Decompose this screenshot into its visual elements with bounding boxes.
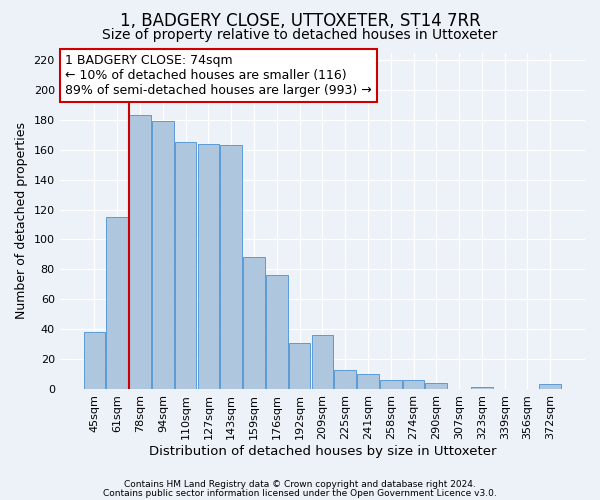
Text: Contains HM Land Registry data © Crown copyright and database right 2024.: Contains HM Land Registry data © Crown c… xyxy=(124,480,476,489)
Bar xyxy=(197,144,219,389)
Bar xyxy=(471,388,493,389)
Bar xyxy=(311,335,333,389)
Bar xyxy=(334,370,356,389)
X-axis label: Distribution of detached houses by size in Uttoxeter: Distribution of detached houses by size … xyxy=(149,444,496,458)
Bar xyxy=(289,342,310,389)
Bar xyxy=(129,116,151,389)
Bar xyxy=(266,276,287,389)
Bar xyxy=(539,384,561,389)
Text: Size of property relative to detached houses in Uttoxeter: Size of property relative to detached ho… xyxy=(103,28,497,42)
Text: Contains public sector information licensed under the Open Government Licence v3: Contains public sector information licen… xyxy=(103,489,497,498)
Bar xyxy=(243,258,265,389)
Bar xyxy=(152,122,173,389)
Text: 1, BADGERY CLOSE, UTTOXETER, ST14 7RR: 1, BADGERY CLOSE, UTTOXETER, ST14 7RR xyxy=(119,12,481,30)
Bar xyxy=(220,145,242,389)
Bar xyxy=(380,380,401,389)
Y-axis label: Number of detached properties: Number of detached properties xyxy=(15,122,28,319)
Bar xyxy=(106,217,128,389)
Bar xyxy=(83,332,105,389)
Text: 1 BADGERY CLOSE: 74sqm
← 10% of detached houses are smaller (116)
89% of semi-de: 1 BADGERY CLOSE: 74sqm ← 10% of detached… xyxy=(65,54,371,97)
Bar xyxy=(357,374,379,389)
Bar xyxy=(425,383,447,389)
Bar xyxy=(175,142,196,389)
Bar xyxy=(403,380,424,389)
